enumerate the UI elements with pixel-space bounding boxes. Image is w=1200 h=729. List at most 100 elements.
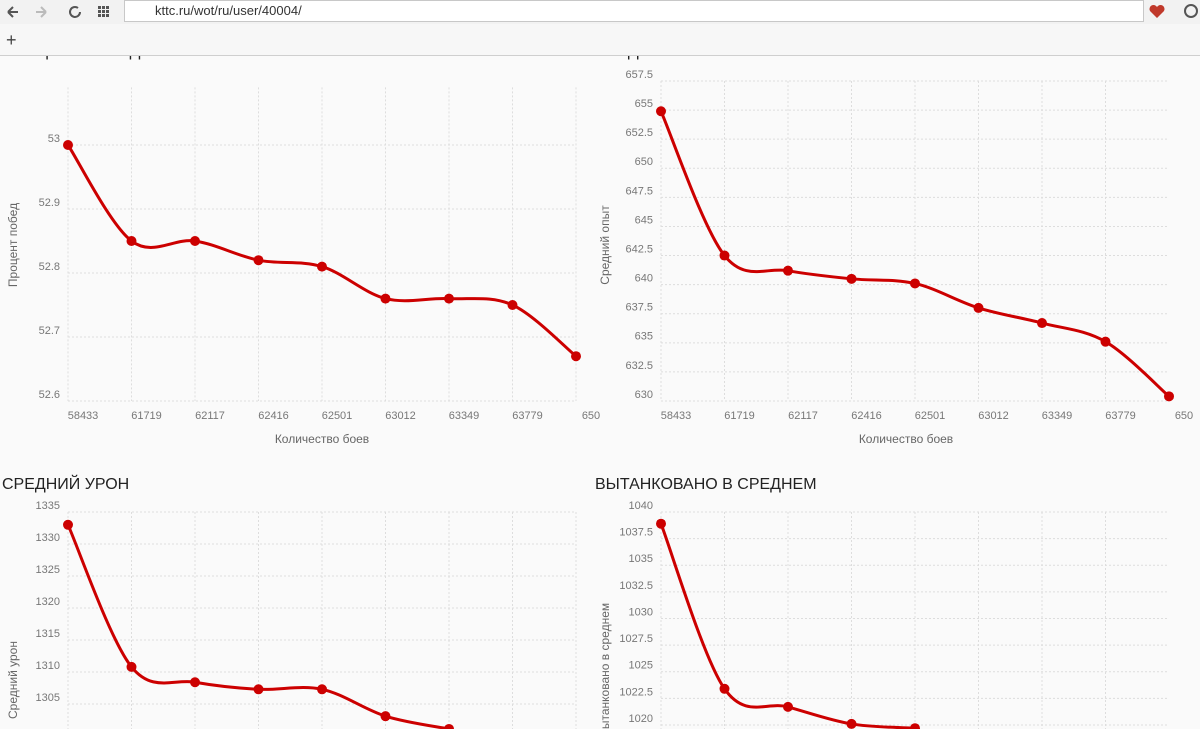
x-tick-label: 62117: [788, 410, 818, 422]
point: [973, 302, 984, 313]
right-icons: [1149, 4, 1198, 18]
y-tick-label: 1305: [36, 692, 60, 704]
x-tick-label: 63349: [449, 410, 480, 422]
y-tick-label: 1030: [629, 606, 653, 618]
y-tick-label: 655: [635, 98, 653, 110]
y-tick-label: 1027.5: [619, 633, 653, 645]
y-tick-label: 630: [635, 389, 653, 401]
point: [1037, 318, 1047, 329]
y-tick-label: 650: [635, 156, 653, 168]
y-tick-label: 1035: [629, 553, 653, 565]
point: [317, 684, 327, 695]
x-tick-label: 650: [582, 410, 600, 422]
point: [317, 261, 327, 272]
y-tick-label: 640: [635, 273, 653, 285]
point: [1164, 391, 1174, 402]
y-tick-label: 645: [635, 214, 653, 226]
chart-title: СРЕДНИЙ УРОН: [2, 474, 129, 493]
y-tick-label: 657.5: [625, 69, 653, 81]
y-tick-label: 53: [48, 133, 60, 145]
x-tick-label: 61719: [724, 410, 755, 422]
y-axis-label: Вытанковано в среднем: [598, 603, 612, 729]
y-tick-label: 1330: [36, 532, 60, 544]
point: [1100, 336, 1111, 347]
point: [910, 278, 920, 289]
y-tick-label: 1022.5: [619, 686, 653, 698]
y-tick-label: 1037.5: [619, 527, 653, 539]
nav-icons: [7, 6, 109, 18]
line: [659, 523, 916, 729]
x-tick-label: 63779: [512, 410, 543, 422]
forward-icon[interactable]: [36, 6, 47, 18]
y-tick-label: 632.5: [625, 360, 653, 372]
point: [190, 236, 200, 246]
y-tick-label: 1335: [36, 500, 60, 512]
y-axis-label: Средний урон: [6, 641, 20, 719]
x-tick-label: 63349: [1042, 410, 1073, 422]
point: [656, 518, 666, 529]
y-tick-label: 1325: [36, 564, 60, 576]
point: [719, 683, 730, 694]
y-tick-label: 635: [635, 331, 653, 343]
x-tick-label: 63012: [978, 410, 1009, 422]
y-tick-label: 52.8: [39, 261, 60, 273]
y-tick-label: 1025: [629, 660, 653, 672]
x-tick-label: 62117: [195, 410, 225, 422]
y-tick-label: 1032.5: [619, 580, 653, 592]
y-tick-label: 1040: [629, 500, 653, 512]
point: [444, 293, 454, 304]
y-tick-label: 1310: [36, 660, 60, 672]
x-tick-label: 650: [1175, 410, 1193, 422]
url-text: kttc.ru/wot/ru/user/40004/: [155, 3, 302, 18]
x-tick-label: 63012: [385, 410, 416, 422]
point: [846, 718, 857, 729]
x-tick-label: 61719: [131, 410, 162, 422]
x-tick-label: 62501: [915, 410, 946, 422]
point: [63, 519, 73, 530]
point: [910, 723, 920, 729]
y-axis-label: Средний опыт: [598, 205, 612, 285]
x-tick-label: 62501: [322, 410, 353, 422]
x-tick-label: 62416: [851, 410, 882, 422]
point: [846, 273, 857, 284]
x-tick-label: 62416: [258, 410, 289, 422]
point: [444, 723, 454, 729]
point: [783, 265, 793, 276]
y-tick-label: 647.5: [625, 185, 653, 197]
point: [719, 250, 730, 261]
y-tick-label: 652.5: [625, 127, 653, 139]
reload-icon[interactable]: [69, 6, 81, 18]
y-tick-label: 1320: [36, 596, 60, 608]
x-tick-label: 63779: [1105, 410, 1136, 422]
y-tick-label: 637.5: [625, 302, 653, 314]
back-icon[interactable]: [7, 6, 18, 18]
y-tick-label: 52.9: [39, 197, 60, 209]
chart-title: ВЫТАНКОВАНО В СРЕДНЕМ: [595, 476, 817, 493]
y-tick-label: 642.5: [625, 243, 653, 255]
point: [126, 661, 137, 672]
point: [126, 236, 137, 246]
y-tick-label: 1315: [36, 628, 60, 640]
y-axis-label: Процент побед: [6, 203, 20, 287]
address-bar: kttc.ru/wot/ru/user/40004/: [0, 0, 1200, 24]
point: [253, 255, 264, 266]
new-tab-button[interactable]: +: [6, 30, 17, 50]
download-icon[interactable]: [1184, 4, 1198, 18]
point: [783, 701, 793, 712]
apps-icon[interactable]: [98, 6, 109, 17]
y-tick-label: 52.6: [39, 389, 60, 401]
url-field[interactable]: kttc.ru/wot/ru/user/40004/: [124, 0, 1144, 22]
point: [253, 684, 264, 695]
point: [190, 677, 200, 688]
line: [66, 524, 450, 729]
x-tick-label: 58433: [661, 410, 692, 422]
point: [571, 351, 581, 362]
heart-icon[interactable]: [1149, 4, 1165, 18]
point: [656, 106, 666, 117]
y-tick-label: 52.7: [39, 325, 60, 337]
point: [63, 140, 73, 150]
point: [507, 300, 518, 310]
x-tick-label: 58433: [68, 410, 99, 422]
